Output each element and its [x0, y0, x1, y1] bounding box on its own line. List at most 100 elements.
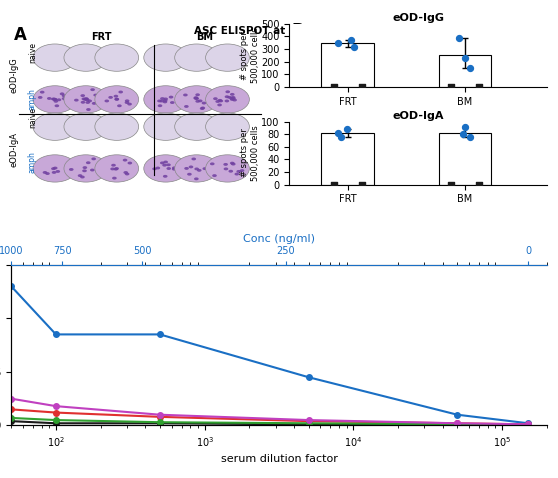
Circle shape: [183, 94, 187, 97]
Circle shape: [223, 163, 228, 166]
Circle shape: [38, 96, 42, 99]
Circle shape: [237, 170, 241, 173]
Point: [329, 83, 338, 91]
Circle shape: [175, 155, 219, 182]
Circle shape: [54, 100, 58, 103]
Circle shape: [99, 101, 104, 104]
Circle shape: [42, 171, 47, 174]
Circle shape: [86, 161, 90, 164]
Text: ASC ELISPOT at 20 weeks: ASC ELISPOT at 20 weeks: [194, 25, 344, 35]
eOD + SMNP: [52, 417, 59, 423]
Circle shape: [51, 167, 56, 170]
amph-eOD + cdGMP: [8, 406, 15, 412]
Circle shape: [197, 169, 201, 172]
Circle shape: [95, 44, 138, 71]
Circle shape: [178, 99, 182, 102]
Circle shape: [83, 98, 88, 101]
amph-eOD + SMNP: [8, 396, 15, 402]
Circle shape: [113, 168, 118, 171]
mouse anti-PEG IgG standard: [52, 332, 59, 337]
Circle shape: [200, 107, 205, 109]
Circle shape: [195, 100, 200, 103]
Circle shape: [184, 105, 189, 108]
Circle shape: [114, 98, 119, 101]
amph-eOD + SMNP: [52, 403, 59, 409]
Circle shape: [203, 167, 207, 170]
Circle shape: [157, 99, 162, 102]
Line: mouse anti-PEG IgG standard: mouse anti-PEG IgG standard: [8, 283, 531, 426]
Circle shape: [64, 86, 108, 113]
Circle shape: [231, 97, 235, 100]
amph-eOD + cdGMP: [157, 414, 163, 420]
amph-eOD + cdGMP: [525, 422, 532, 427]
Circle shape: [33, 86, 77, 113]
Circle shape: [169, 96, 174, 98]
Circle shape: [62, 94, 66, 97]
Circle shape: [124, 101, 129, 104]
Point: [460, 54, 469, 62]
Circle shape: [84, 98, 88, 100]
Y-axis label: # spots per
500,000 cells: # spots per 500,000 cells: [240, 125, 260, 181]
Circle shape: [64, 155, 108, 182]
Legend: naive, amph-eOD: naive, amph-eOD: [466, 25, 547, 52]
Circle shape: [191, 158, 196, 161]
amph-eOD + cdGMP: [52, 410, 59, 415]
Circle shape: [187, 173, 192, 176]
Circle shape: [52, 98, 57, 101]
X-axis label: Conc (ng/ml): Conc (ng/ml): [243, 234, 315, 244]
Circle shape: [210, 163, 215, 165]
Circle shape: [88, 99, 92, 102]
Circle shape: [163, 175, 167, 178]
Circle shape: [110, 167, 115, 170]
Circle shape: [225, 90, 230, 93]
Circle shape: [213, 97, 218, 100]
amph-eOD + SMNP: [305, 417, 312, 423]
Circle shape: [144, 113, 187, 141]
Circle shape: [55, 104, 59, 107]
Circle shape: [57, 98, 61, 101]
Point: [333, 39, 342, 47]
Circle shape: [189, 165, 193, 168]
Circle shape: [172, 168, 176, 171]
Circle shape: [60, 92, 64, 95]
Point: [446, 83, 455, 91]
Circle shape: [85, 101, 90, 104]
amph-eOD + SMNP: [454, 421, 461, 426]
Circle shape: [40, 91, 45, 94]
Circle shape: [184, 167, 189, 170]
Circle shape: [127, 103, 132, 106]
Circle shape: [228, 170, 233, 173]
Circle shape: [160, 97, 165, 100]
Circle shape: [224, 99, 229, 102]
Circle shape: [90, 169, 95, 172]
Circle shape: [123, 171, 128, 174]
Circle shape: [234, 173, 239, 175]
Circle shape: [108, 96, 113, 99]
Circle shape: [163, 98, 168, 100]
Circle shape: [158, 104, 162, 107]
Point: [349, 43, 358, 50]
Circle shape: [160, 162, 165, 164]
Circle shape: [64, 98, 68, 101]
Circle shape: [175, 44, 219, 71]
Circle shape: [114, 95, 118, 98]
Circle shape: [90, 88, 95, 91]
Circle shape: [52, 98, 57, 101]
X-axis label: serum dilution factor: serum dilution factor: [220, 455, 338, 465]
Title: eOD-IgG: eOD-IgG: [392, 13, 444, 23]
Circle shape: [163, 99, 167, 102]
Circle shape: [93, 94, 98, 97]
Circle shape: [65, 95, 69, 98]
Circle shape: [227, 96, 232, 99]
Circle shape: [224, 167, 228, 170]
Circle shape: [166, 167, 171, 170]
Text: BM: BM: [196, 32, 213, 42]
Circle shape: [212, 174, 217, 177]
Circle shape: [198, 99, 203, 102]
Text: amph: amph: [28, 88, 37, 110]
Circle shape: [230, 162, 234, 164]
eOD + cdGMP: [454, 422, 461, 427]
Circle shape: [52, 171, 56, 174]
Circle shape: [231, 96, 235, 99]
Circle shape: [92, 102, 97, 105]
